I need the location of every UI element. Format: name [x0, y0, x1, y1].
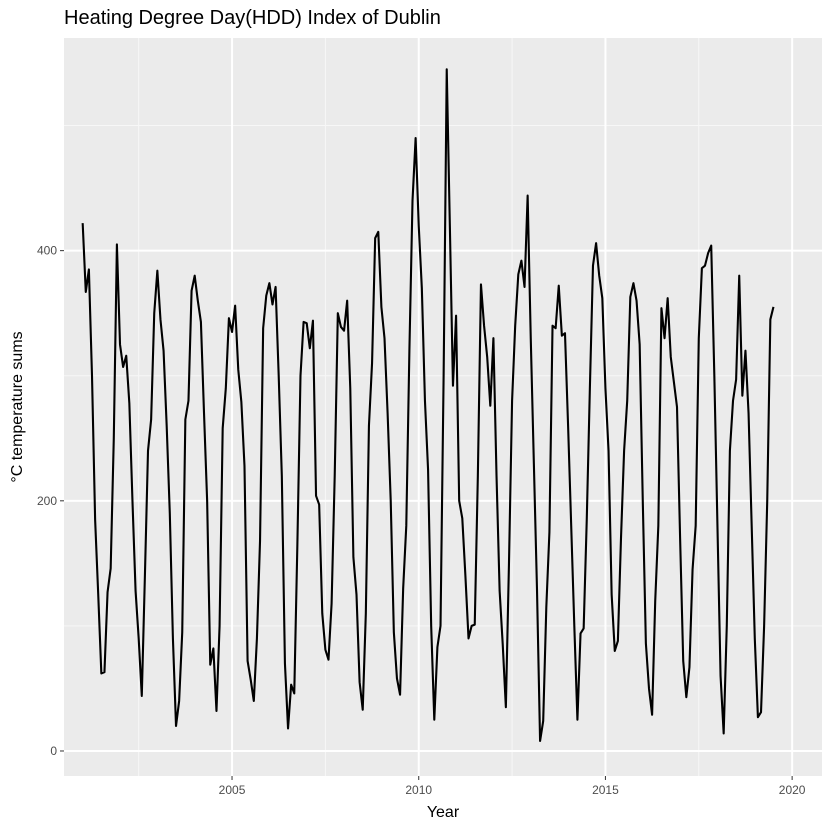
hdd-series-line — [81, 68, 775, 743]
x-tick-label: 2005 — [219, 783, 246, 797]
y-tick-label: 0 — [50, 744, 57, 758]
y-tick-label: 400 — [37, 244, 57, 258]
x-tick-label: 2010 — [405, 783, 432, 797]
x-tick-label: 2020 — [779, 783, 806, 797]
x-tick-label: 2015 — [592, 783, 619, 797]
y-axis-ticks: 0 200 400 — [37, 244, 64, 758]
y-axis-label: °C temperature sums — [9, 331, 26, 482]
x-axis-ticks: 2005 2010 2015 2020 — [219, 776, 806, 797]
y-tick-label: 200 — [37, 494, 57, 508]
chart-title: Heating Degree Day(HDD) Index of Dublin — [64, 7, 441, 29]
x-axis-label: Year — [427, 804, 460, 821]
